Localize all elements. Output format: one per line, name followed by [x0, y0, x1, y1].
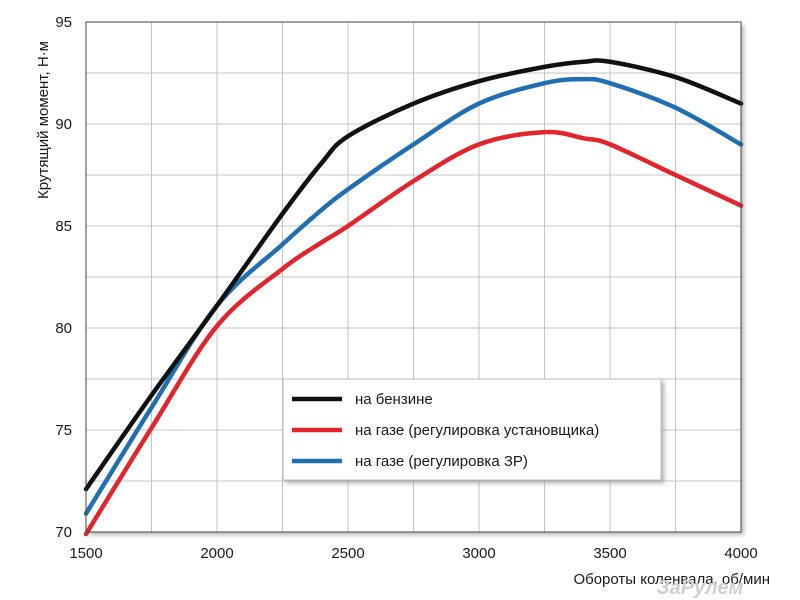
- y-tick-label: 85: [55, 218, 72, 235]
- y-tick-label: 75: [55, 422, 72, 439]
- x-tick-label: 4000: [724, 545, 757, 562]
- legend-box: [282, 378, 662, 481]
- series-lines: [83, 58, 744, 537]
- series-line-2: [83, 129, 744, 537]
- x-axis-title: Обороты коленвала, об/мин: [573, 571, 770, 588]
- y-tick-label: 90: [55, 116, 72, 133]
- y-tick-label: 70: [55, 524, 72, 541]
- watermark: ЗаРулем: [657, 577, 744, 599]
- legend-label: на бензине: [355, 391, 433, 408]
- y-axis-title: Крутящий момент, Н·м: [35, 41, 52, 199]
- y-tick-label: 95: [55, 14, 72, 31]
- x-tick-label: 2500: [331, 545, 364, 562]
- x-tick-label: 3000: [462, 545, 495, 562]
- plot-border: [85, 21, 742, 533]
- legend: на бензине на газе (регулировка установщи…: [282, 378, 662, 481]
- x-tick-label: 2000: [200, 545, 233, 562]
- y-tick-labels: 70 75 80 85 90 95: [55, 14, 72, 541]
- series-line-1: [83, 58, 744, 492]
- x-tick-labels: 1500 2000 2500 3000 3500 4000: [69, 545, 757, 562]
- legend-label: на газе (регулировка ЗР): [355, 453, 528, 470]
- x-tick-label: 1500: [69, 545, 102, 562]
- x-tick-label: 3500: [593, 545, 626, 562]
- legend-label: на газе (регулировка установщика): [355, 422, 599, 439]
- y-tick-label: 80: [55, 320, 72, 337]
